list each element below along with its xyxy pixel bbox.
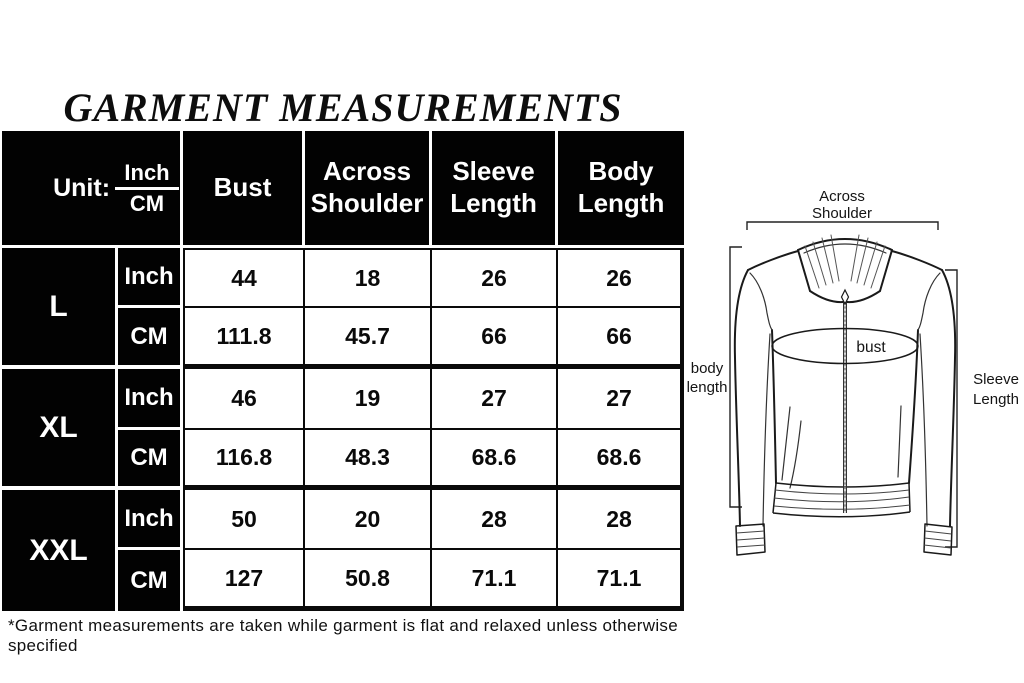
collar-ribbing-right [850,234,886,289]
page-title: GARMENT MEASUREMENTS [63,85,623,130]
column-header-bust: Bust [183,131,306,248]
unit-row-label: CM [118,308,184,369]
table-row: XL Inch 46 19 27 27 [2,369,685,490]
size-label-xl: XL [2,369,118,490]
body-left [771,329,777,484]
value-cell: 28 [432,490,559,550]
value-cell: 27 [558,369,685,430]
value-cell: 50.8 [305,550,433,611]
unit-label: Unit: [53,173,111,202]
value-cell: 46 [183,369,306,430]
left-sleeve-inner [762,333,771,527]
value-cell: 26 [432,248,559,308]
right-sleeve-inner [919,333,928,527]
left-pocket [781,406,802,489]
unit-row-label: Inch [118,369,184,430]
column-header-sleeve-length: Sleeve Length [432,131,559,248]
value-cell: 66 [432,308,559,369]
left-cuff [735,523,766,556]
collar-sides [797,249,893,292]
collar-inner-line [803,243,887,254]
size-label-xxl: XXL [2,490,118,611]
value-cell: 116.8 [183,430,306,490]
jacket-details [749,234,941,527]
value-cell: 50 [183,490,306,550]
sleeve-length-label-line2: Length [973,391,1019,408]
left-armhole-seam [749,272,773,331]
left-sleeve-outer [733,269,749,527]
unit-cm-label: CM [129,190,165,216]
unit-row-label: CM [118,550,184,611]
bust-label: bust [856,339,886,356]
value-cell: 45.7 [305,308,433,369]
body-length-label-line1: body [691,360,724,377]
zipper-pull [840,288,850,306]
value-cell: 20 [305,490,433,550]
hem-band [772,482,911,518]
value-cell: 28 [558,490,685,550]
body-length-label-line2: length [687,379,728,396]
unit-inch-label: Inch [115,160,180,190]
right-cuff [923,523,953,556]
value-cell: 127 [183,550,306,611]
value-cell: 18 [305,248,433,308]
size-label-l: L [2,248,118,369]
right-sleeve-outer [941,269,957,527]
table-header-row: Unit: Inch CM Bust Across Shoulder Sleev… [2,131,685,248]
value-cell: 68.6 [432,430,559,490]
jacket-outline [733,238,957,527]
value-cell: 111.8 [183,308,306,369]
bust-ellipse [771,327,919,365]
value-cell: 71.1 [432,550,559,611]
measurement-table: Unit: Inch CM Bust Across Shoulder Sleev… [2,131,685,611]
value-cell: 71.1 [558,550,685,611]
zipper-tape [843,302,847,513]
jacket-diagram: Across Shoulder body length bust Sleeve … [687,188,1019,556]
left-cuff-ribbing [736,530,766,548]
value-cell: 26 [558,248,685,308]
unit-row-label: Inch [118,490,184,550]
value-cell: 48.3 [305,430,433,490]
sleeve-length-label-line1: Sleeve [973,371,1019,388]
collar-top [797,238,893,251]
table-row: CM 127 50.8 71.1 71.1 [2,550,685,611]
cuffs [735,523,953,556]
value-cell: 19 [305,369,433,430]
value-cell: 44 [183,248,306,308]
unit-fraction: Unit: Inch CM [2,160,180,216]
right-cuff-ribbing [923,530,952,549]
column-header-body-length: Body Length [558,131,685,248]
right-armhole-seam [917,272,941,331]
value-cell: 68.6 [558,430,685,490]
across-shoulder-label-line1: Across [819,188,865,205]
table-row: XXL Inch 50 20 28 28 [2,490,685,611]
zipper [840,288,850,513]
unit-header-cell: Unit: Inch CM [2,131,184,248]
collar-bottom [809,290,881,304]
collar-ribbing-left [804,234,840,289]
table-row: CM 116.8 48.3 68.6 68.6 [2,430,685,490]
value-cell: 66 [558,308,685,369]
across-shoulder-label-line2: Shoulder [812,205,872,222]
unit-row-label: CM [118,430,184,490]
right-pocket [897,405,902,478]
value-cell: 27 [432,369,559,430]
footnote: *Garment measurements are taken while ga… [8,616,678,655]
diagram-labels: Across Shoulder body length bust Sleeve … [687,188,1019,408]
column-header-across-shoulder: Across Shoulder [305,131,433,248]
table-row: CM 111.8 45.7 66 66 [2,308,685,369]
hem-ribbing [773,489,911,510]
shoulders [747,250,943,271]
table-row: L Inch 44 18 26 26 [2,248,685,369]
body-length-bracket [729,246,742,508]
across-shoulder-bracket [746,221,939,230]
unit-row-label: Inch [118,248,184,308]
